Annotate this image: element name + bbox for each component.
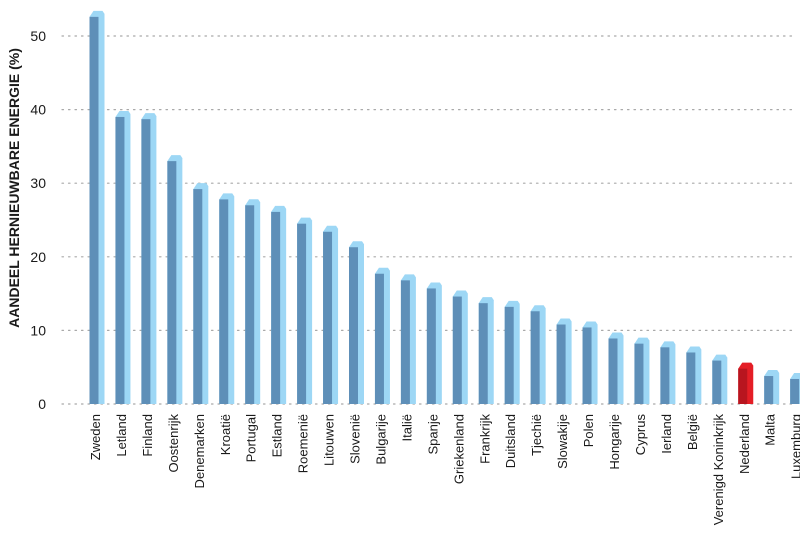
bar-front [115,116,125,405]
bar-front [530,311,540,404]
x-tick-label: Kroatië [218,414,233,455]
x-tick-label: Portugal [244,414,259,463]
bar [400,274,416,404]
bar-front [193,189,203,404]
bar-front [323,231,333,404]
y-axis-ticks: 0 10 20 30 40 50 [30,28,46,412]
bar-front [478,303,488,404]
bar [426,282,442,404]
bar-front [219,199,229,404]
x-tick-label: Spanje [425,414,440,454]
bar-front [660,347,670,404]
x-tick-label: Verenigd Koninkrijk [711,414,726,526]
bar-front [297,223,307,404]
x-tick-label: Zweden [88,414,103,460]
x-tick-label: Italië [399,414,414,441]
bar [660,341,676,404]
x-tick-label: Tjechië [529,414,544,456]
x-tick-label: Letland [114,414,129,457]
bar-front [764,376,774,404]
bar [478,297,494,404]
bar [271,205,287,404]
bar-front [556,324,566,404]
x-tick-label: Litouwen [322,414,337,466]
bar-front [400,280,410,404]
x-tick-label: België [685,414,700,450]
bar [219,193,235,404]
bar [556,318,572,404]
bar [452,290,468,404]
bar-front [426,288,436,404]
x-axis-labels: Zweden Letland Finland Oostenrijk Denemarken… [88,413,800,525]
y-axis-label: AANDEEL HERNIEUWBARE ENERGIE (%) [6,48,22,328]
x-tick-label: Frankrijk [477,414,492,464]
bar [297,217,313,404]
x-tick-label: Estland [270,414,285,457]
x-tick-label: Roemenië [296,414,311,473]
bar [738,362,754,404]
bar [790,372,800,404]
x-tick-label: Duitsland [503,414,518,468]
y-tick-label: 50 [30,28,46,44]
bar-front [686,352,696,404]
y-tick-label: 30 [30,175,46,191]
bar [504,300,520,404]
bar-front [738,368,748,404]
y-tick-label: 40 [30,102,46,118]
x-tick-label: Slowakije [555,414,570,469]
x-tick-label: Finland [140,414,155,457]
bar-front [89,16,99,404]
bar [115,110,131,405]
bar [167,155,183,404]
bar [89,10,105,404]
x-tick-label: Hongarije [607,414,622,470]
bar [374,267,390,404]
bar-front [271,211,281,404]
x-tick-label: Nederland [737,414,752,474]
x-tick-label: Polen [581,414,596,447]
bar-front [167,161,177,404]
x-tick-label: Oostenrijk [166,414,181,473]
bar-front [374,273,384,404]
bar-front [582,327,592,404]
x-tick-label: Cyprus [633,414,648,456]
bar-front [141,119,151,404]
bar [634,337,650,404]
bar-front [712,360,722,404]
x-tick-label: Ierland [659,414,674,454]
bar [141,113,157,404]
bar [712,354,728,404]
x-tick-label: Griekenland [451,414,466,484]
bar [193,183,209,404]
x-tick-label: Luxemburg [789,414,800,479]
y-tick-label: 10 [30,322,46,338]
bar-front [245,205,255,404]
x-tick-label: Denemarken [192,414,207,488]
x-tick-label: Slovenië [348,414,363,464]
bar-front [504,306,514,404]
bar [323,225,339,404]
bars [89,10,800,405]
bar [608,332,624,404]
x-tick-label: Bulgarije [373,414,388,465]
bar [582,321,598,404]
bar-front [608,338,618,404]
x-tick-label: Malta [763,413,778,446]
bar-front [349,247,358,404]
bar [245,199,261,404]
bar-front [452,296,462,404]
bar [530,305,546,404]
y-tick-label: 20 [30,249,46,265]
bar [349,241,364,404]
y-tick-label: 0 [38,396,46,412]
bar [686,346,702,404]
bar [764,370,780,404]
bar-front [790,378,800,404]
bar-front [634,343,644,404]
